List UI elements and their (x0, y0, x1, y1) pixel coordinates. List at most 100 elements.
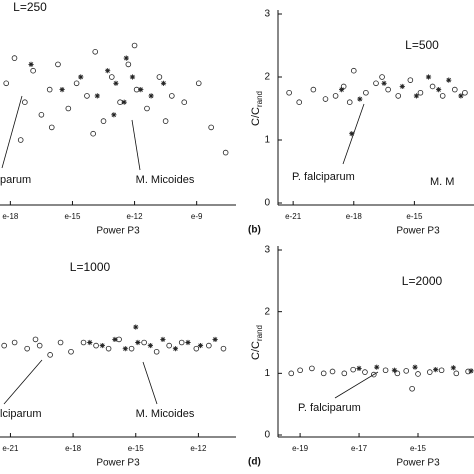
y-tick-label: 0 (264, 198, 270, 209)
x-axis-label: Power P3 (396, 458, 440, 469)
point (1, 342, 7, 349)
x-tick-label: e-15 (406, 212, 423, 221)
point (55, 61, 61, 68)
point (112, 336, 118, 343)
point (446, 77, 452, 83)
point (131, 42, 138, 49)
point (99, 342, 105, 349)
point (399, 83, 405, 90)
point (339, 87, 345, 93)
x-tick-label: e-18 (346, 212, 363, 221)
point (105, 68, 111, 74)
point (80, 339, 87, 346)
point (433, 367, 439, 373)
y-tick-label: 1 (264, 368, 270, 379)
point (92, 48, 99, 55)
point (84, 93, 90, 99)
point (160, 80, 167, 86)
point (458, 93, 464, 99)
point (30, 67, 36, 74)
point (100, 118, 107, 124)
point (24, 345, 30, 352)
point (363, 89, 369, 96)
point (144, 105, 150, 112)
panel-label: (d) (248, 457, 261, 468)
point (138, 87, 144, 93)
species-label: P. falciparum (292, 171, 355, 183)
x-tick-label: e-19 (292, 444, 309, 453)
x-tick-label: e-18 (2, 212, 19, 221)
species-label: lciparum (0, 408, 42, 420)
point (17, 137, 24, 143)
point (148, 93, 154, 99)
point (297, 367, 303, 374)
point (36, 342, 43, 349)
point (362, 369, 368, 375)
point (409, 385, 415, 392)
point (438, 367, 445, 374)
point (135, 339, 141, 346)
point (357, 96, 363, 102)
point (381, 80, 387, 86)
point (125, 61, 132, 68)
point (172, 346, 179, 352)
point (73, 80, 80, 87)
point (452, 86, 458, 93)
x-tick-label: e-17 (351, 444, 368, 453)
x-tick-label: e-12 (190, 444, 207, 453)
point (407, 77, 414, 83)
point (309, 365, 315, 372)
point (121, 99, 127, 105)
point (468, 368, 474, 374)
point (288, 370, 295, 377)
point (349, 131, 355, 137)
point (322, 96, 329, 102)
point (426, 369, 433, 375)
point (129, 74, 136, 80)
y-axis-label: C/Crand (250, 91, 264, 126)
point (59, 87, 65, 93)
panel-label: (b) (248, 225, 261, 236)
point (332, 93, 339, 99)
point (450, 365, 456, 371)
point (47, 352, 53, 358)
point (341, 370, 348, 377)
point (346, 99, 353, 105)
y-tick-label: 3 (264, 9, 270, 20)
point (453, 370, 460, 377)
species-label: parum (0, 174, 31, 186)
point (413, 93, 420, 99)
point (208, 124, 214, 131)
species-label: M. Micoides (136, 408, 195, 420)
point (373, 80, 379, 87)
point (417, 89, 424, 96)
x-tick-label: e-15 (410, 444, 427, 453)
point (46, 86, 53, 93)
y-axis-label-main: C/C (250, 341, 262, 360)
annotation: L=250 (13, 0, 47, 14)
point (48, 124, 55, 131)
point (329, 368, 336, 375)
point (105, 345, 112, 352)
x-tick-label: e-21 (2, 444, 19, 453)
point (429, 83, 436, 90)
point (310, 86, 317, 93)
point (178, 339, 185, 346)
y-axis-label-sub: rand (255, 325, 264, 341)
point (356, 365, 362, 371)
y-tick-label: 0 (264, 430, 270, 441)
point (133, 324, 139, 330)
point (169, 93, 175, 99)
point (206, 342, 212, 349)
point (395, 93, 402, 99)
point (11, 339, 18, 346)
y-axis-label-sub: rand (255, 91, 264, 107)
point (108, 74, 115, 80)
annotation: L=1000 (70, 260, 111, 274)
point (195, 80, 202, 87)
point (350, 366, 356, 373)
point (296, 99, 303, 105)
x-tick-label: e-18 (65, 444, 82, 453)
point (122, 346, 128, 352)
point (286, 89, 292, 96)
